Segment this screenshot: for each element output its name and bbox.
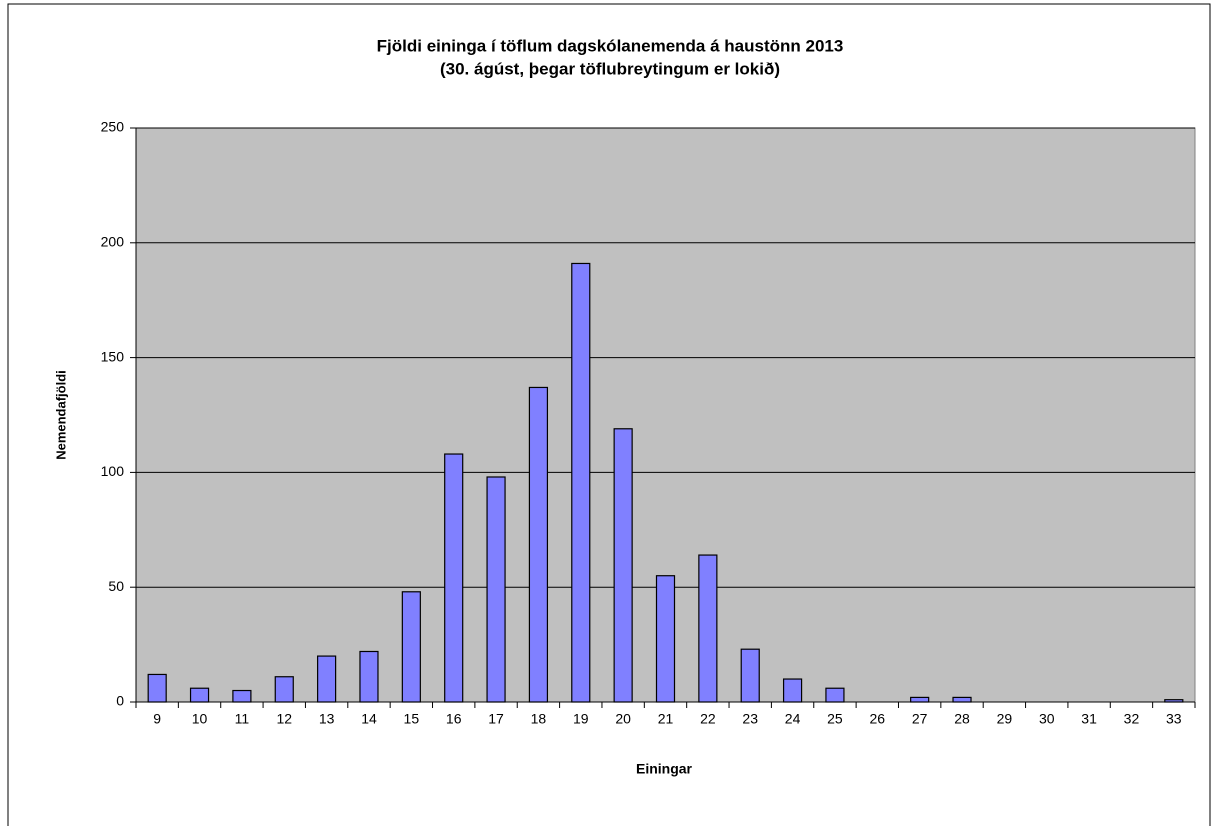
bar bbox=[232, 689, 252, 703]
bar bbox=[274, 676, 294, 703]
x-axis-label: Einingar bbox=[636, 761, 693, 777]
bar bbox=[486, 476, 506, 703]
y-tick-label: 50 bbox=[108, 578, 124, 594]
x-tick-label: 18 bbox=[531, 711, 547, 727]
x-tick-label: 26 bbox=[870, 711, 886, 727]
bar bbox=[359, 650, 379, 703]
y-tick-label: 150 bbox=[101, 348, 125, 364]
x-tick-label: 15 bbox=[404, 711, 420, 727]
bar bbox=[571, 262, 591, 703]
x-tick-label: 25 bbox=[827, 711, 843, 727]
x-tick-label: 22 bbox=[700, 711, 716, 727]
x-tick-label: 12 bbox=[276, 711, 292, 727]
bar bbox=[655, 575, 676, 703]
bar bbox=[1164, 699, 1184, 703]
bar bbox=[910, 696, 930, 703]
bar bbox=[189, 687, 210, 703]
bar bbox=[782, 678, 803, 703]
bar bbox=[825, 687, 845, 703]
x-tick-label: 20 bbox=[615, 711, 631, 727]
bar bbox=[740, 648, 760, 703]
bar bbox=[401, 591, 421, 703]
bar bbox=[147, 673, 167, 703]
x-tick-label: 17 bbox=[488, 711, 504, 727]
x-tick-label: 31 bbox=[1081, 711, 1097, 727]
x-tick-label: 16 bbox=[446, 711, 462, 727]
bar bbox=[528, 386, 549, 703]
y-tick-label: 250 bbox=[101, 119, 125, 135]
x-tick-label: 19 bbox=[573, 711, 589, 727]
y-tick-label: 100 bbox=[101, 463, 125, 479]
x-tick-label: 11 bbox=[235, 711, 250, 727]
bar bbox=[317, 655, 337, 703]
bar bbox=[698, 554, 718, 703]
bar bbox=[444, 453, 464, 703]
chart-subtitle: (30. ágúst, þegar töflubreytingum er lok… bbox=[440, 59, 780, 78]
x-tick-label: 30 bbox=[1039, 711, 1055, 727]
x-tick-label: 21 bbox=[658, 711, 674, 727]
bar bbox=[613, 428, 633, 703]
x-tick-label: 24 bbox=[785, 711, 801, 727]
x-tick-label: 10 bbox=[192, 711, 208, 727]
chart-title: Fjöldi eininga í töflum dagskólanemenda … bbox=[377, 36, 844, 55]
y-axis-label: Nemendafjöldi bbox=[53, 370, 68, 460]
x-tick-label: 28 bbox=[954, 711, 970, 727]
y-tick-label: 0 bbox=[116, 693, 124, 709]
x-tick-label: 13 bbox=[319, 711, 335, 727]
y-tick-label: 200 bbox=[101, 234, 125, 250]
x-tick-label: 27 bbox=[912, 711, 928, 727]
x-tick-label: 32 bbox=[1124, 711, 1140, 727]
x-tick-label: 29 bbox=[997, 711, 1013, 727]
x-tick-label: 33 bbox=[1166, 711, 1182, 727]
x-tick-label: 23 bbox=[742, 711, 758, 727]
bar bbox=[952, 696, 972, 703]
x-tick-label: 14 bbox=[361, 711, 377, 727]
x-tick-label: 9 bbox=[153, 711, 161, 727]
